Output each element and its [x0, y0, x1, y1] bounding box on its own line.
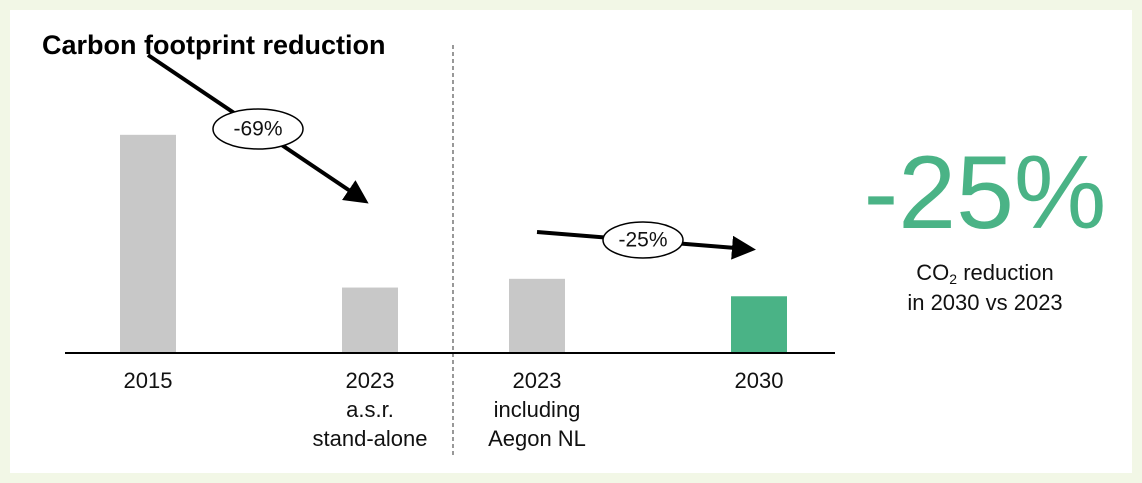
annotation-bubble	[602, 221, 684, 259]
chart-title: Carbon footprint reduction	[42, 30, 386, 60]
bar	[120, 134, 176, 353]
callout-text: in 2030 vs 2023	[907, 290, 1063, 315]
annotation: -25%	[618, 229, 667, 252]
x-tick-label: 2030	[734, 368, 784, 393]
callout: CO2 reduction in 2030 vs 2023	[860, 258, 1110, 318]
x-tick-label: 2023 a.s.r. stand-alone	[312, 368, 428, 451]
x-tick-label: 2015	[123, 368, 173, 393]
callout-sub: 2	[949, 271, 958, 287]
bar	[342, 287, 398, 353]
annotation: -69%	[233, 118, 282, 141]
callout-text: reduction	[957, 260, 1054, 285]
bar	[731, 296, 787, 353]
x-tick-label: 2023 including Aegon NL	[488, 368, 586, 451]
callout-text: CO	[916, 260, 950, 285]
bar	[509, 278, 565, 353]
headline: -25%	[863, 135, 1107, 251]
annotation-bubble	[212, 108, 304, 150]
